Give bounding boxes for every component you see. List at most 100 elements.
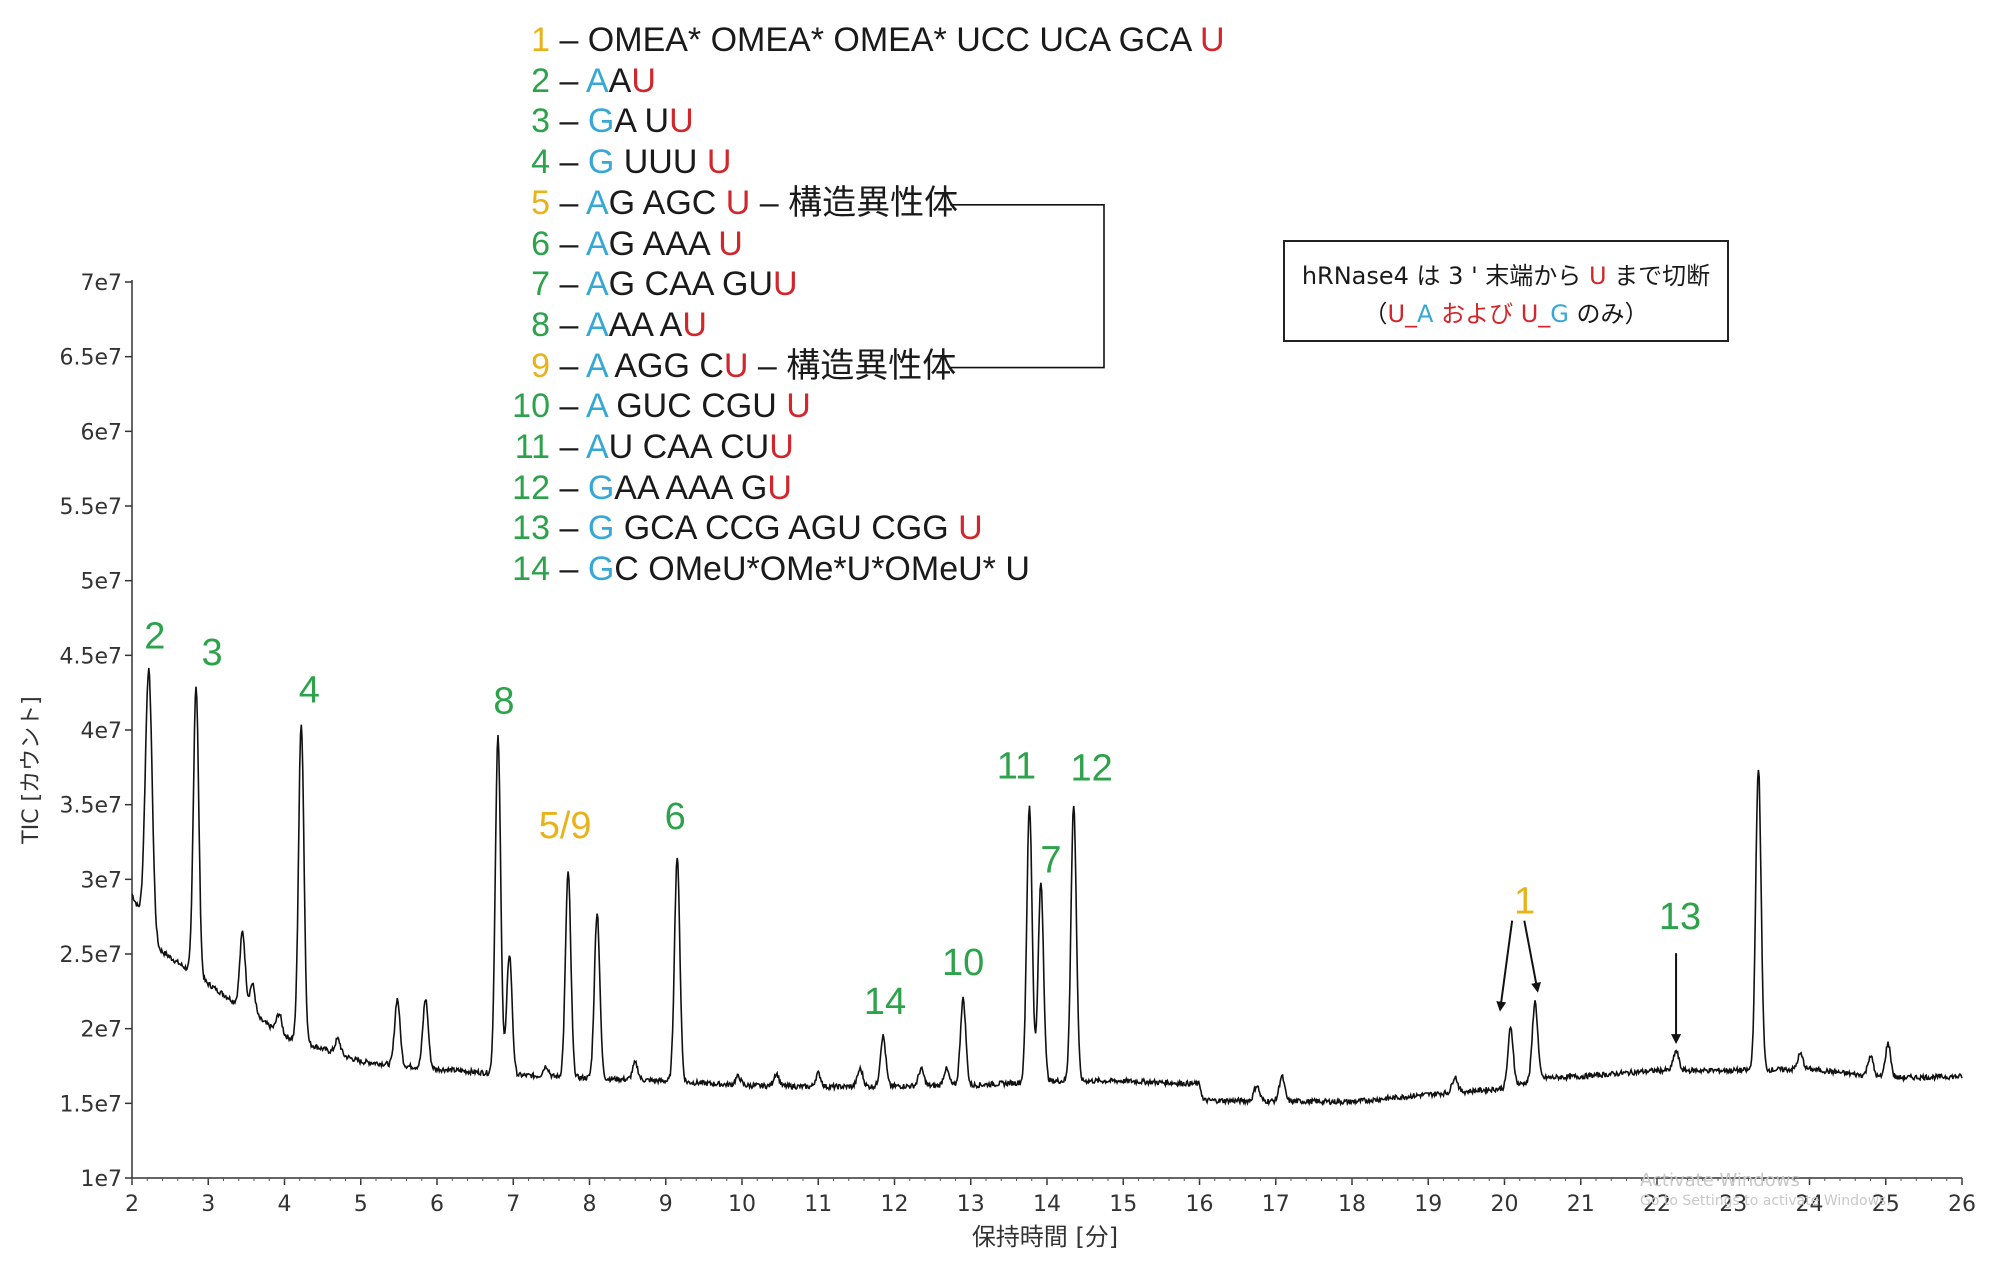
legend-sequence-segment: G [587, 102, 615, 141]
note-text-segment: G [1550, 300, 1569, 328]
legend-sequence-segment: G [587, 468, 615, 507]
x-tick-label: 3 [201, 1192, 215, 1217]
legend-number: 7 [531, 265, 550, 304]
note-text-segment: および [1433, 300, 1521, 328]
x-tick-label: 13 [957, 1192, 985, 1217]
isomer-bracket [950, 204, 1105, 369]
legend-sequence-segment: A U [614, 102, 670, 141]
tic-trace [131, 667, 1963, 1107]
peak-labels: 2 3 4 8 5/9 6 14 10 11 7 12 1 13 [144, 615, 1701, 1023]
legend-sequence-segment: G [587, 509, 615, 548]
legend-sequence-segment: – [559, 387, 586, 426]
legend-sequence-segment: AA AAA G [614, 468, 768, 507]
watermark-title: Activate Windows [1640, 1170, 1800, 1191]
legend-sequence-segment: G [587, 143, 615, 182]
note-text-segment: A [1417, 300, 1434, 328]
legend-item-8: 8 – AAA AU [512, 305, 707, 345]
x-tick-label: 19 [1414, 1192, 1442, 1217]
peak-label: 6 [665, 796, 686, 838]
x-tick-label: 7 [506, 1192, 520, 1217]
cleavage-note-box: hRNase4 は 3 ' 末端から U まで切断 （U_A および U_G の… [1283, 240, 1729, 342]
legend-sequence-segment: G AGC [608, 183, 726, 222]
note-text-segment: （ [1363, 300, 1388, 328]
y-tick-label: 4.5e7 [59, 644, 122, 669]
legend-sequence-segment: – [559, 143, 588, 182]
y-tick-label: 5e7 [80, 570, 122, 595]
legend-item-6: 6 – AG AAA U [512, 224, 743, 264]
x-tick-label: 12 [881, 1192, 909, 1217]
x-tick-label: 11 [804, 1192, 832, 1217]
note-text-segment: U [1588, 262, 1607, 290]
legend-sequence-segment: A [585, 224, 609, 263]
isomer-bracket-line [950, 204, 1105, 369]
x-axis-label: 保持時間 [分] [972, 1223, 1118, 1251]
legend-number: 4 [531, 143, 550, 182]
legend-number: 1 [531, 21, 550, 59]
y-tick-label: 3.5e7 [59, 794, 122, 819]
legend-item-5: 5 – AG AGC U – 構造異性体 [512, 183, 958, 223]
legend-item-11: 11 – AU CAA CUU [512, 427, 794, 467]
y-tick-label: 1.5e7 [59, 1092, 122, 1117]
legend-number: 3 [531, 102, 550, 141]
x-tick-label: 15 [1109, 1192, 1137, 1217]
legend-sequence-segment: U [773, 265, 798, 304]
y-tick-label: 7e7 [80, 271, 122, 296]
activate-windows-watermark: Activate Windows Go to Settings to activ… [1640, 1170, 1891, 1209]
legend-sequence-segment: U [706, 143, 732, 182]
peak-label: 12 [1071, 748, 1113, 790]
legend-item-3: 3 – GA UU [512, 101, 694, 141]
legend-sequence-segment: – [559, 102, 588, 141]
arrow-peak-1a [1496, 920, 1514, 1012]
legend-sequence-segment: – [559, 509, 588, 548]
legend-sequence-segment: – [559, 468, 588, 507]
x-tick-label: 25 [1872, 1192, 1900, 1217]
y-tick-label: 3e7 [80, 868, 122, 893]
legend-sequence-segment: U [718, 224, 743, 263]
peak-label: 13 [1659, 896, 1701, 938]
y-axis: 1e7 1.5e7 2e7 2.5e7 3e7 3.5e7 4e7 4.5e7 5e7 5.5e7… [59, 271, 133, 1192]
x-tick-label: 2 [125, 1192, 139, 1217]
legend-sequence-segment: U [669, 102, 694, 141]
legend-sequence-segment: – [559, 346, 586, 385]
legend-sequence-segment: G CAA GU [608, 265, 773, 304]
legend-item-2: 2 – AAU [512, 61, 656, 101]
legend-item-14: 14 – GC OMeU*OMe*U*OMeU* U [512, 549, 1030, 589]
legend-number: 12 [512, 468, 550, 507]
legend-sequence-segment: U [1199, 21, 1225, 59]
note-line-1: hRNase4 は 3 ' 末端から U まで切断 [1285, 256, 1727, 291]
legend-number: 10 [512, 387, 550, 426]
note-line-2: （U_A および U_G のみ） [1285, 294, 1727, 329]
y-tick-label: 5.5e7 [59, 495, 122, 520]
note-text-segment: U_ [1520, 300, 1551, 328]
legend-sequence-segment: – [559, 428, 586, 466]
peak-label: 8 [493, 680, 514, 722]
legend-sequence-segment: G AAA [608, 224, 719, 263]
peak-label: 4 [299, 670, 320, 712]
legend-sequence-segment: U [631, 61, 656, 100]
x-tick-label: 17 [1262, 1192, 1290, 1217]
legend-sequence-segment: U [723, 346, 749, 385]
x-tick-label: 23 [1719, 1192, 1747, 1217]
legend-number: 9 [531, 346, 550, 385]
peak-label: 11 [997, 746, 1036, 788]
peak-arrows [1496, 920, 1682, 1045]
legend-sequence-segment: GUC CGU [606, 387, 787, 426]
legend-number: 8 [531, 305, 550, 344]
legend-sequence-segment: – [559, 305, 586, 344]
legend-sequence-segment: A [585, 265, 609, 304]
legend-sequence-segment: – [559, 183, 586, 222]
legend-sequence-segment: A [585, 305, 609, 344]
y-tick-label: 4e7 [80, 719, 122, 744]
legend-item-13: 13 – G GCA CCG AGU CGG U [512, 508, 983, 548]
legend-number: 2 [531, 61, 550, 100]
x-tick-label: 10 [728, 1192, 756, 1217]
legend-sequence-segment: A [585, 428, 609, 466]
legend-sequence-segment: A [585, 183, 609, 222]
legend-item-9: 9 – A AGG CU – 構造異性体 [512, 346, 956, 386]
legend-sequence-segment: U [786, 387, 811, 426]
legend-sequence-segment: G [587, 550, 615, 589]
y-tick-label: 6.5e7 [59, 346, 122, 371]
legend-sequence-segment: A [585, 61, 609, 100]
legend-sequence-segment: – 構造異性体 [750, 183, 959, 222]
